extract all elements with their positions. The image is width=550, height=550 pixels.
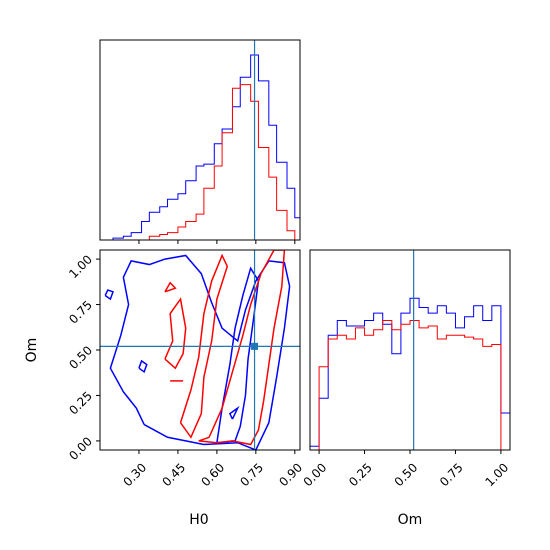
contour-line-7: [179, 253, 229, 439]
contour-line-8: [164, 297, 187, 370]
h0-histograms: [105, 54, 301, 241]
x-axis-label-h0: H0: [189, 512, 208, 528]
h0-histogram-series-2: [105, 84, 300, 241]
joint-truth-marker: [251, 342, 259, 350]
contour-line-5: [104, 289, 114, 301]
om-histogram-series-1: [309, 297, 511, 450]
contour-line-6: [198, 250, 286, 446]
contour-line-4: [138, 359, 148, 373]
om-histogram-series-2: [318, 320, 502, 450]
h0-histogram-series-1: [105, 54, 301, 241]
x-axis-label-om: Om: [398, 512, 423, 528]
y-axis-label-om: Om: [24, 338, 40, 363]
om-histograms: [309, 297, 511, 450]
contour-line-1: [109, 254, 291, 450]
h0-histogram-frame: [99, 39, 301, 241]
contour-line-9: [164, 281, 177, 293]
h0-histogram-ticks: [138, 240, 296, 244]
joint-contours: [104, 250, 291, 450]
om-histogram-frame: [309, 249, 511, 451]
joint-contour-frame: [99, 249, 301, 451]
h0-histogram-panel: [99, 39, 301, 244]
contour-line-3: [228, 405, 240, 420]
